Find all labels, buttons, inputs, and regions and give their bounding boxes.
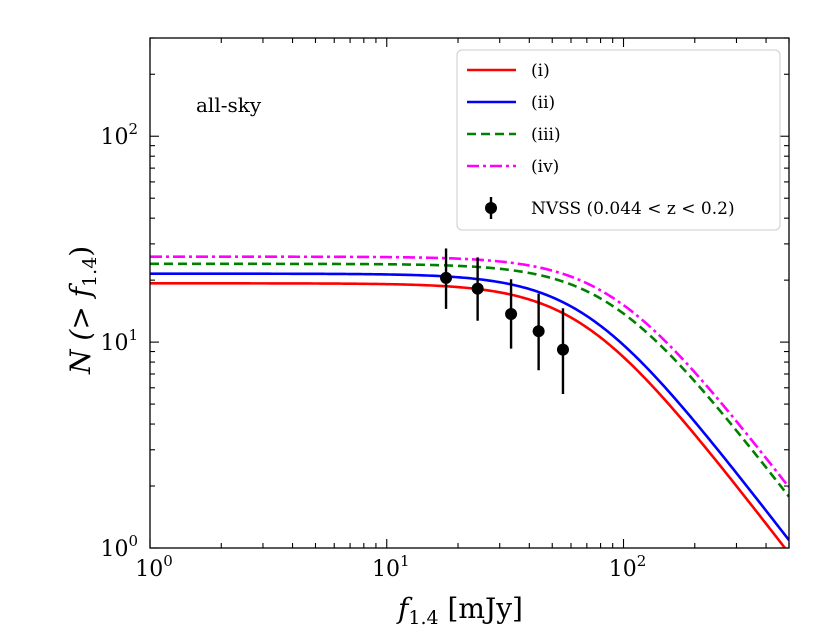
data-point-5: [556, 343, 569, 356]
series-line-1: [150, 282, 787, 548]
axis-ticks: [149, 37, 790, 549]
legend-nvss-marker: [485, 202, 497, 214]
y-tick-label: 101: [100, 326, 138, 356]
x-axis-label: f1.4 [mJy]: [396, 592, 523, 629]
legend-label-nvss: NVSS (0.044 < z < 0.2): [531, 199, 735, 219]
data-point-2: [471, 282, 484, 295]
data-point-3: [505, 307, 518, 320]
legend: (i) (ii) (iii) (iv) NVSS (0.044 < z < 0.2): [456, 49, 781, 231]
annotation-all-sky: all-sky: [196, 93, 262, 117]
data-point-1: [440, 271, 453, 284]
legend-label-3: (iii): [531, 125, 561, 145]
legend-label-2: (ii): [531, 93, 555, 113]
y-tick-label: 102: [100, 120, 138, 150]
series-line-4: [150, 255, 789, 489]
plot-frame: [149, 37, 790, 549]
plot-lines: [150, 255, 789, 548]
legend-label-4: (iv): [531, 157, 559, 177]
legend-box: [456, 49, 781, 231]
x-tick-label: 100: [135, 552, 173, 582]
tick-labels: 100 101 102 100 101 102: [100, 120, 646, 582]
x-tick-label: 102: [609, 552, 647, 582]
y-axis-label: N (> f1.4): [64, 246, 101, 375]
data-point-4: [532, 325, 545, 338]
series-line-2: [150, 272, 789, 541]
legend-label-1: (i): [531, 61, 550, 81]
x-tick-label: 101: [372, 552, 410, 582]
series-line-3: [150, 262, 789, 498]
data-points: [440, 248, 569, 394]
y-tick-label: 100: [100, 532, 138, 562]
